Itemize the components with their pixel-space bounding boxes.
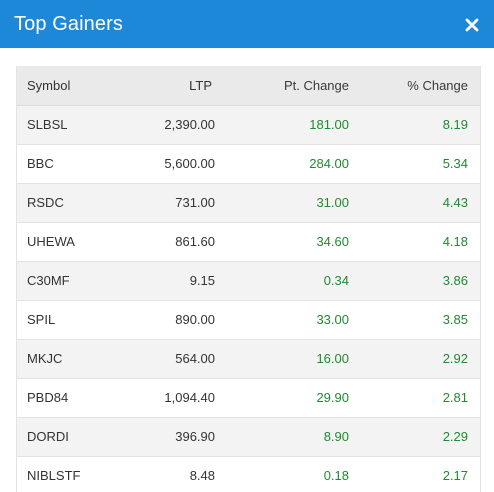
table-row[interactable]: SPIL 890.00 33.00 3.85 bbox=[17, 300, 480, 339]
pt-change-cell: 31.00 bbox=[316, 195, 349, 210]
table-row[interactable]: NIBLSTF 8.48 0.18 2.17 bbox=[17, 456, 480, 492]
column-header-ltp[interactable]: LTP bbox=[127, 66, 215, 106]
gainers-table: Symbol LTP Pt. Change % Change SLBSL 2,39… bbox=[17, 66, 480, 492]
close-icon[interactable] bbox=[462, 15, 482, 35]
ltp-cell: 8.48 bbox=[189, 468, 215, 483]
table-row[interactable]: BBC 5,600.00 284.00 5.34 bbox=[17, 144, 480, 183]
symbol-cell: DORDI bbox=[27, 429, 69, 444]
table-row[interactable]: DORDI 396.90 8.90 2.29 bbox=[17, 417, 480, 456]
gainers-table-container: Symbol LTP Pt. Change % Change SLBSL 2,39… bbox=[16, 66, 481, 492]
table-row[interactable]: PBD84 1,094.40 29.90 2.81 bbox=[17, 378, 480, 417]
pct-change-cell: 3.86 bbox=[442, 273, 468, 288]
symbol-cell: SLBSL bbox=[27, 117, 68, 132]
modal-header: Top Gainers bbox=[0, 0, 494, 48]
pt-change-cell: 16.00 bbox=[316, 351, 349, 366]
table-row[interactable]: SLBSL 2,390.00 181.00 8.19 bbox=[17, 105, 480, 144]
ltp-cell: 564.00 bbox=[175, 351, 215, 366]
modal-title: Top Gainers bbox=[14, 12, 123, 35]
ltp-cell: 731.00 bbox=[175, 195, 215, 210]
pt-change-cell: 29.90 bbox=[316, 390, 349, 405]
pct-change-cell: 8.19 bbox=[442, 117, 468, 132]
ltp-cell: 2,390.00 bbox=[164, 117, 215, 132]
ltp-cell: 861.60 bbox=[175, 234, 215, 249]
table-row[interactable]: MKJC 564.00 16.00 2.92 bbox=[17, 339, 480, 378]
table-row[interactable]: UHEWA 861.60 34.60 4.18 bbox=[17, 222, 480, 261]
ltp-cell: 5,600.00 bbox=[164, 156, 215, 171]
pt-change-cell: 33.00 bbox=[316, 312, 349, 327]
table-row[interactable]: RSDC 731.00 31.00 4.43 bbox=[17, 183, 480, 222]
pct-change-cell: 5.34 bbox=[442, 156, 468, 171]
pct-change-cell: 4.18 bbox=[442, 234, 468, 249]
pct-change-cell: 3.85 bbox=[442, 312, 468, 327]
pt-change-cell: 0.18 bbox=[323, 468, 349, 483]
column-header-symbol[interactable]: Symbol bbox=[17, 66, 127, 106]
pt-change-cell: 0.34 bbox=[323, 273, 349, 288]
symbol-cell: PBD84 bbox=[27, 390, 69, 405]
pt-change-cell: 284.00 bbox=[309, 156, 349, 171]
ltp-cell: 9.15 bbox=[189, 273, 215, 288]
ltp-cell: 1,094.40 bbox=[164, 390, 215, 405]
table-row[interactable]: C30MF 9.15 0.34 3.86 bbox=[17, 261, 480, 300]
symbol-cell: BBC bbox=[27, 156, 54, 171]
symbol-cell: NIBLSTF bbox=[27, 468, 81, 483]
ltp-cell: 396.90 bbox=[175, 429, 215, 444]
pt-change-cell: 8.90 bbox=[323, 429, 349, 444]
pct-change-cell: 2.81 bbox=[442, 390, 468, 405]
pct-change-cell: 2.17 bbox=[442, 468, 468, 483]
table-header-row: Symbol LTP Pt. Change % Change bbox=[17, 66, 480, 106]
pt-change-cell: 181.00 bbox=[309, 117, 349, 132]
symbol-cell: C30MF bbox=[27, 273, 70, 288]
symbol-cell: UHEWA bbox=[27, 234, 75, 249]
pt-change-cell: 34.60 bbox=[316, 234, 349, 249]
pct-change-cell: 2.29 bbox=[442, 429, 468, 444]
symbol-cell: SPIL bbox=[27, 312, 56, 327]
column-header-pct-change[interactable]: % Change bbox=[349, 66, 480, 106]
symbol-cell: RSDC bbox=[27, 195, 64, 210]
column-header-pt-change[interactable]: Pt. Change bbox=[215, 66, 349, 106]
ltp-cell: 890.00 bbox=[175, 312, 215, 327]
symbol-cell: MKJC bbox=[27, 351, 63, 366]
pct-change-cell: 4.43 bbox=[442, 195, 468, 210]
pct-change-cell: 2.92 bbox=[442, 351, 468, 366]
